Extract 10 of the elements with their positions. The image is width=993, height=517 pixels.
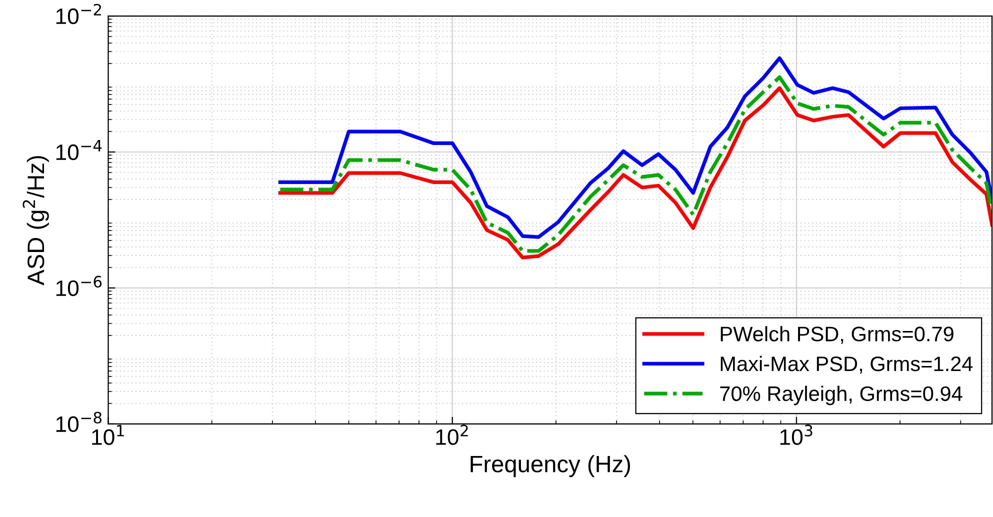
y-tick-label: 10$^{−6}$: [56, 276, 102, 296]
legend-label: PWelch PSD, Grms=0.79: [720, 326, 954, 344]
y-tick-label: 10$^{−2}$: [56, 4, 102, 24]
x-tick-label: 10$^{3}$: [780, 424, 812, 445]
legend-label: Maxi-Max PSD, Grms=1.24: [720, 356, 973, 374]
x-axis-title: Frequency (Hz): [470, 455, 630, 478]
legend-label: 70% Rayleigh, Grms=0.94: [720, 386, 962, 406]
y-axis-title: ASD (g$^{2}$/Hz): [22, 156, 49, 286]
x-tick-label: 10$^{2}$: [436, 424, 468, 445]
y-tick-label: 10$^{−4}$: [56, 140, 102, 160]
